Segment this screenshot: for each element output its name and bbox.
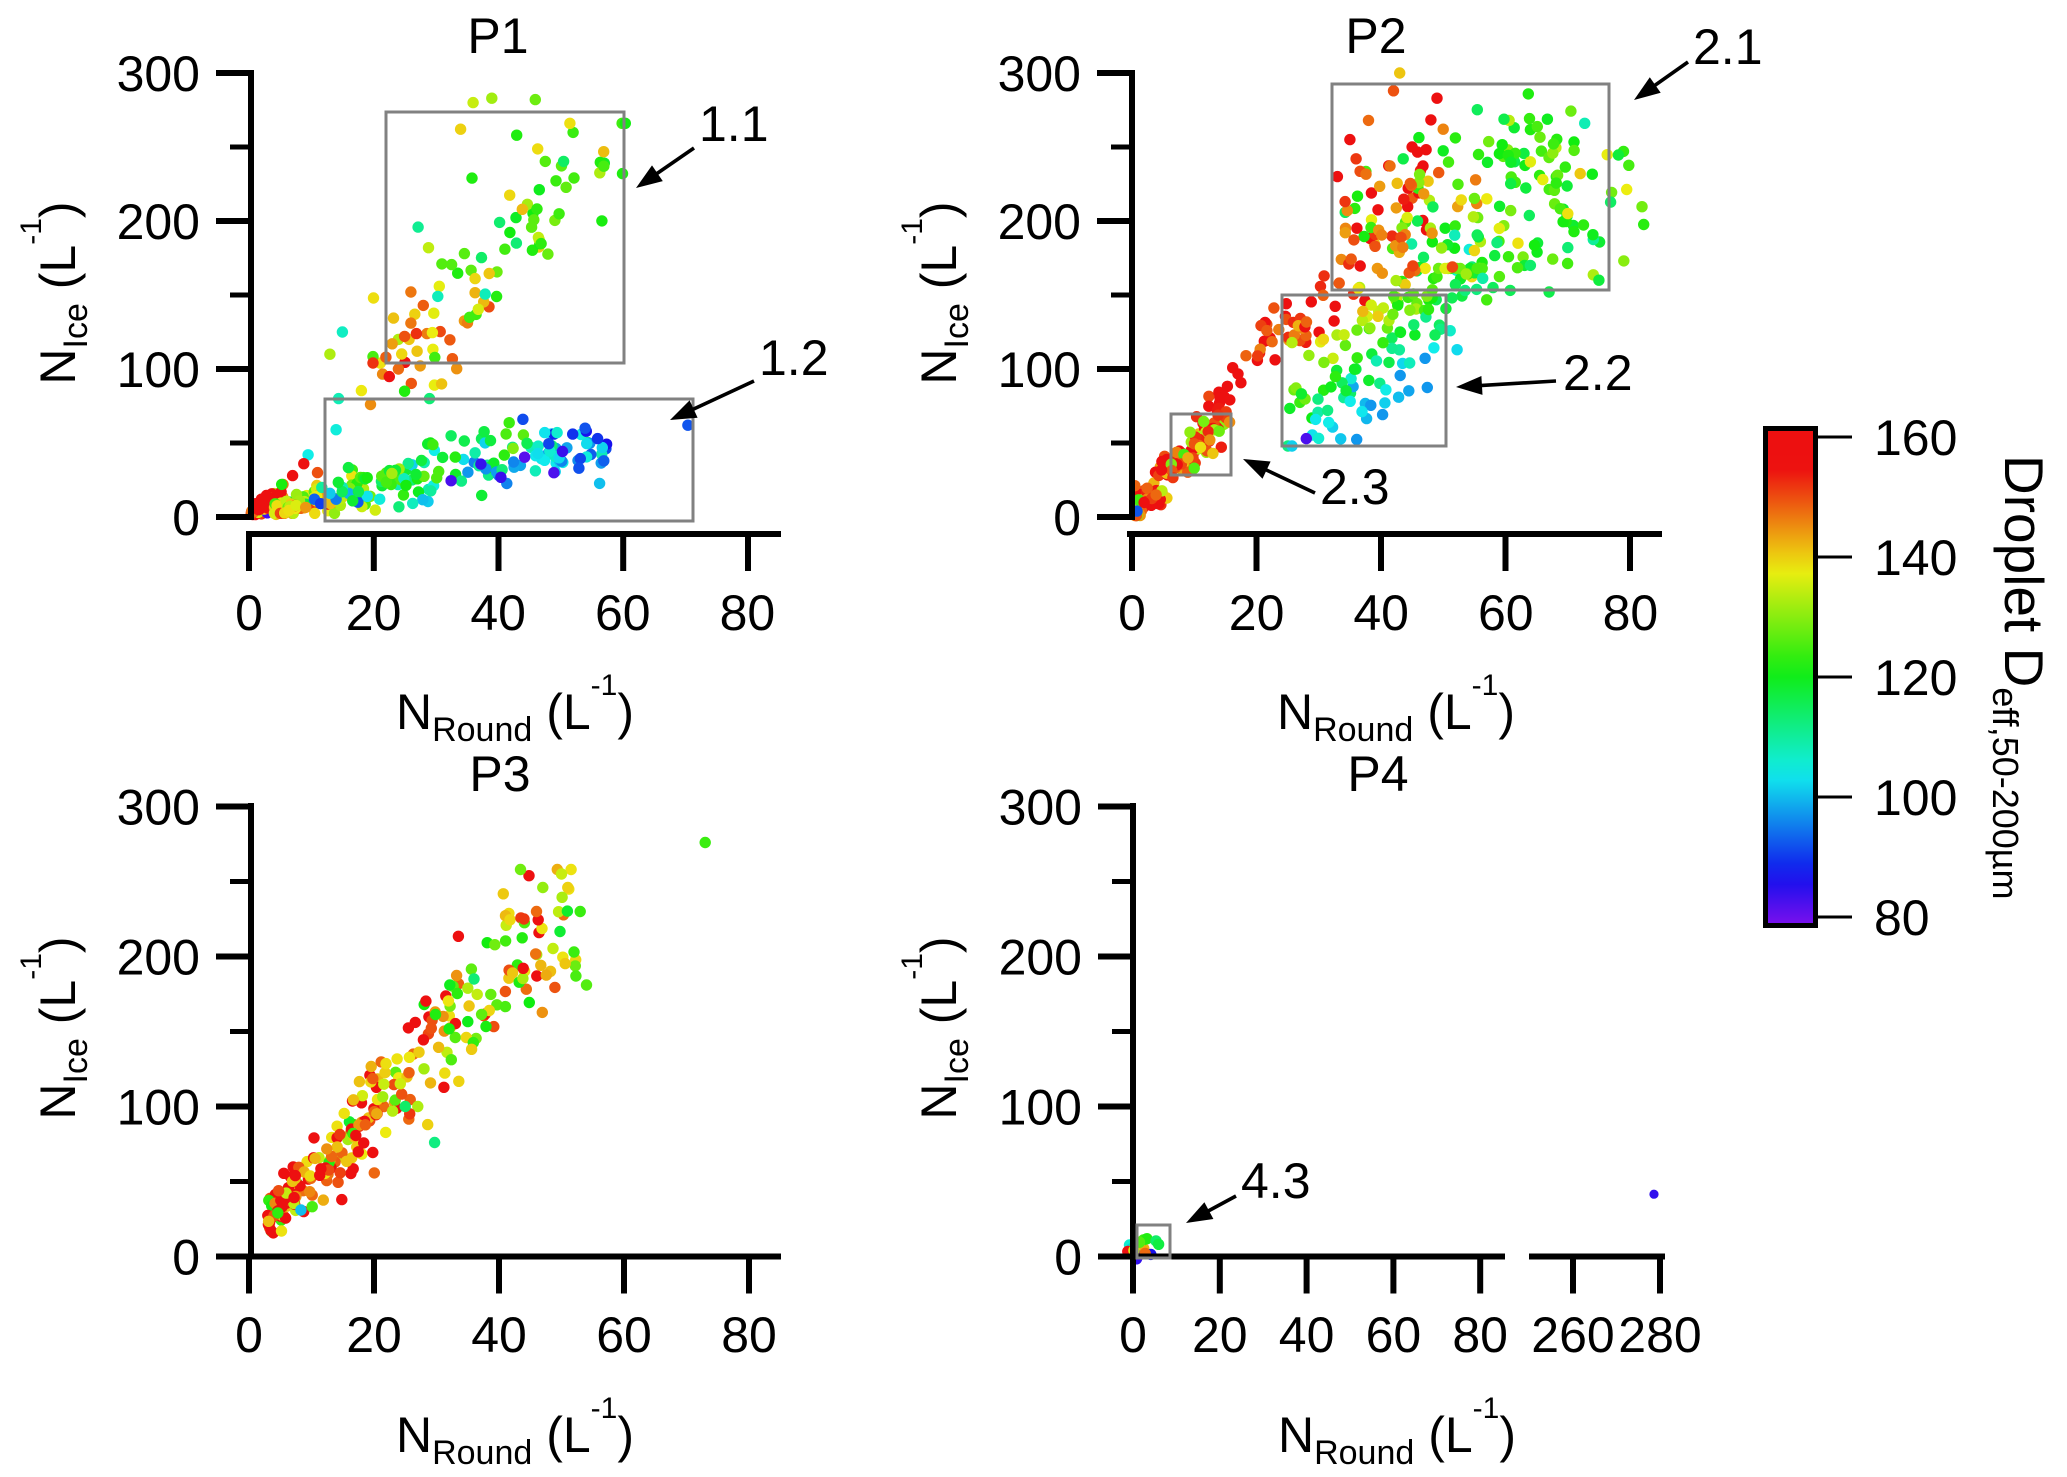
svg-text:40: 40 [471, 1307, 527, 1363]
svg-text:200: 200 [998, 194, 1081, 250]
svg-text:300: 300 [117, 46, 200, 102]
svg-text:0: 0 [1053, 490, 1081, 546]
svg-text:2.1: 2.1 [1693, 19, 1763, 75]
svg-text:80: 80 [1603, 585, 1659, 641]
svg-text:0: 0 [172, 1230, 200, 1286]
svg-text:P1: P1 [467, 8, 528, 64]
svg-text:300: 300 [998, 46, 1081, 102]
svg-text:0: 0 [235, 1307, 263, 1363]
svg-text:80: 80 [721, 1307, 777, 1363]
svg-text:20: 20 [346, 1307, 402, 1363]
svg-text:60: 60 [1478, 585, 1534, 641]
svg-text:0: 0 [235, 585, 263, 641]
svg-text:120: 120 [1874, 650, 1957, 706]
svg-text:100: 100 [117, 342, 200, 398]
svg-text:20: 20 [1229, 585, 1285, 641]
svg-text:40: 40 [470, 585, 526, 641]
svg-text:260: 260 [1531, 1307, 1614, 1363]
svg-text:4.3: 4.3 [1241, 1153, 1311, 1209]
svg-text:100: 100 [998, 342, 1081, 398]
svg-text:1.2: 1.2 [759, 330, 829, 386]
svg-text:60: 60 [596, 1307, 652, 1363]
svg-text:1.1: 1.1 [699, 96, 769, 152]
svg-text:0: 0 [172, 490, 200, 546]
svg-text:100: 100 [999, 1080, 1082, 1136]
svg-text:0: 0 [1119, 1307, 1147, 1363]
svg-text:60: 60 [1366, 1307, 1422, 1363]
svg-text:0: 0 [1054, 1230, 1082, 1286]
svg-text:200: 200 [117, 930, 200, 986]
svg-text:80: 80 [720, 585, 776, 641]
svg-text:P3: P3 [469, 746, 530, 802]
svg-text:20: 20 [346, 585, 402, 641]
svg-text:300: 300 [117, 780, 200, 836]
svg-text:80: 80 [1452, 1307, 1508, 1363]
svg-text:140: 140 [1874, 530, 1957, 586]
svg-text:160: 160 [1874, 410, 1957, 466]
svg-text:40: 40 [1279, 1307, 1335, 1363]
svg-text:100: 100 [117, 1080, 200, 1136]
svg-text:2.3: 2.3 [1320, 459, 1390, 515]
svg-text:80: 80 [1874, 890, 1930, 946]
svg-text:200: 200 [999, 930, 1082, 986]
svg-text:0: 0 [1118, 585, 1146, 641]
svg-text:P2: P2 [1345, 8, 1406, 64]
svg-text:2.2: 2.2 [1563, 345, 1633, 401]
svg-text:40: 40 [1353, 585, 1409, 641]
svg-text:100: 100 [1874, 770, 1957, 826]
svg-text:200: 200 [117, 194, 200, 250]
svg-text:20: 20 [1192, 1307, 1248, 1363]
svg-text:300: 300 [999, 780, 1082, 836]
svg-text:280: 280 [1618, 1307, 1701, 1363]
svg-text:P4: P4 [1347, 746, 1408, 802]
svg-text:60: 60 [595, 585, 651, 641]
